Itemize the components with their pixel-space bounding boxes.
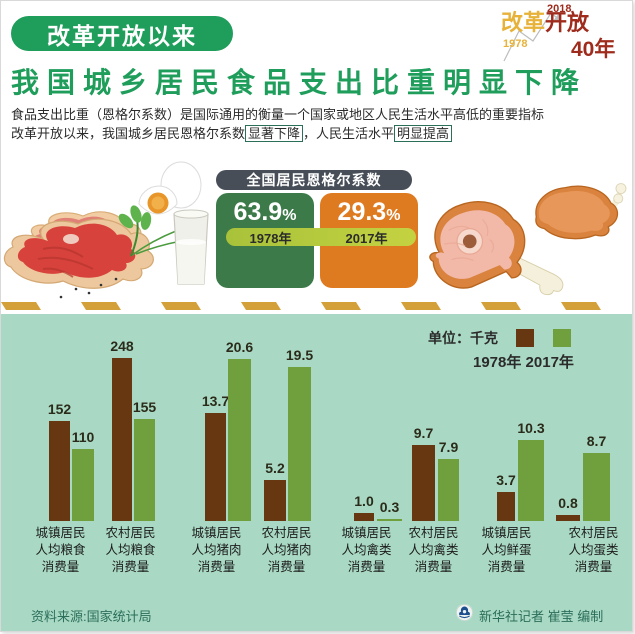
svg-text:40年: 40年 (571, 37, 615, 61)
svg-text:1978: 1978 (503, 38, 527, 50)
svg-text:改革: 改革 (501, 10, 545, 35)
svg-text:2018: 2018 (547, 3, 571, 15)
